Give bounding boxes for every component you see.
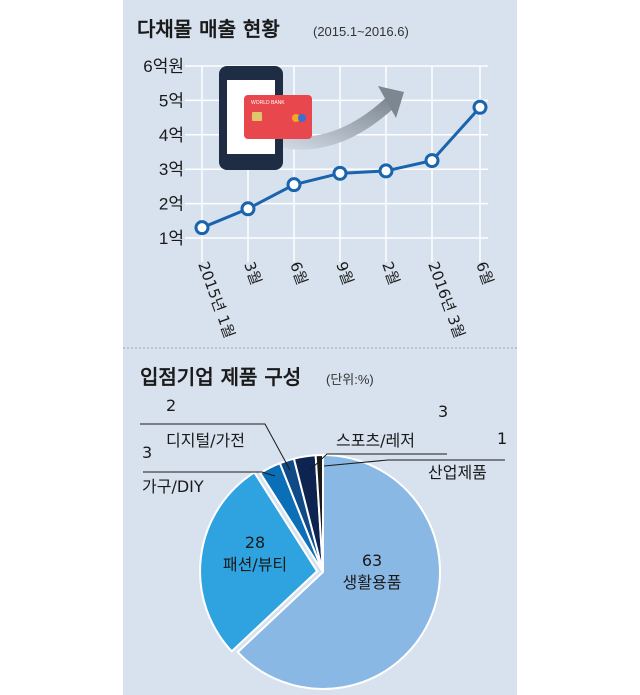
x-tick-label: 2월 — [378, 259, 403, 287]
pie-leader-line — [309, 453, 447, 471]
y-tick-label: 4억 — [159, 126, 184, 145]
pie-leader-line — [323, 459, 505, 467]
pie-leader-line — [143, 471, 276, 477]
y-tick-labels: 1억 2억 3억 4억 5억 6억원 — [143, 57, 184, 248]
pie-value-label: 3 — [142, 443, 152, 462]
pie-chart-subtitle: (단위:%) — [326, 372, 374, 387]
pie-value-label: 1 — [497, 429, 507, 448]
pie-value-label: 63 — [362, 551, 382, 570]
pie-category-label: 스포츠/레저 — [336, 431, 415, 450]
x-tick-label: 3월 — [240, 259, 265, 287]
card-chip — [252, 112, 262, 121]
card-text: WORLD BANK — [251, 100, 285, 106]
pie-value-label: 2 — [166, 396, 176, 415]
pie-slice — [199, 471, 319, 653]
pie-slice — [236, 453, 441, 690]
data-point — [424, 153, 440, 169]
x-tick-labels: 2015년 1월 3월 6월 9월 2월 2016년 3월 6월 — [194, 259, 497, 340]
data-point — [378, 163, 394, 179]
pie-category-label: 산업제품 — [428, 463, 487, 482]
pie-slice — [314, 453, 324, 573]
pie-category-label: 디지털/가전 — [166, 431, 245, 450]
y-tick-label: 2억 — [159, 195, 184, 214]
credit-card-icon — [244, 95, 312, 139]
data-point — [332, 165, 348, 181]
data-point — [240, 201, 256, 217]
y-tick-label: 5억 — [159, 91, 184, 110]
pie-category-label: 생활용품 — [343, 573, 402, 592]
x-tick-label: 2016년 3월 — [424, 259, 468, 340]
data-points — [194, 99, 488, 236]
y-tick-label: 1억 — [159, 229, 184, 248]
card-logo-left — [292, 114, 300, 122]
pie-category-label: 가구/DIY — [142, 477, 204, 496]
card-logo-right — [298, 114, 306, 122]
phone-card-illustration: WORLD BANK — [219, 66, 404, 170]
pie-leader-line — [140, 423, 291, 471]
arrow-icon — [268, 93, 400, 150]
x-tick-label: 6월 — [472, 259, 497, 287]
x-tick-label: 2015년 1월 — [194, 259, 238, 340]
pie-chart-title: 입점기업 제품 구성 — [140, 365, 301, 389]
x-tick-label: 9월 — [332, 259, 357, 287]
pie-value-label: 28 — [245, 533, 265, 552]
line-chart-title: 다채몰 매출 현황 — [137, 17, 280, 41]
pie-category-label: 패션/뷰티 — [223, 555, 287, 574]
pie-labels: 63 생활용품 28 패션/뷰티 3 가구/DIY 2 디지털/가전 3 스포츠/레저 1 산업제품 — [142, 396, 507, 592]
pie-slices — [199, 453, 441, 690]
line-chart-subtitle: (2015.1~2016.6) — [313, 24, 409, 39]
data-point — [286, 177, 302, 193]
pie-value-label: 3 — [438, 402, 448, 421]
y-tick-label: 6억원 — [143, 57, 184, 76]
pie-leader-lines — [140, 423, 505, 477]
data-point — [194, 220, 210, 236]
data-point — [472, 99, 488, 115]
y-tick-label: 3억 — [159, 160, 184, 179]
arrow-head-icon — [378, 86, 404, 118]
x-tick-label: 6월 — [286, 259, 311, 287]
